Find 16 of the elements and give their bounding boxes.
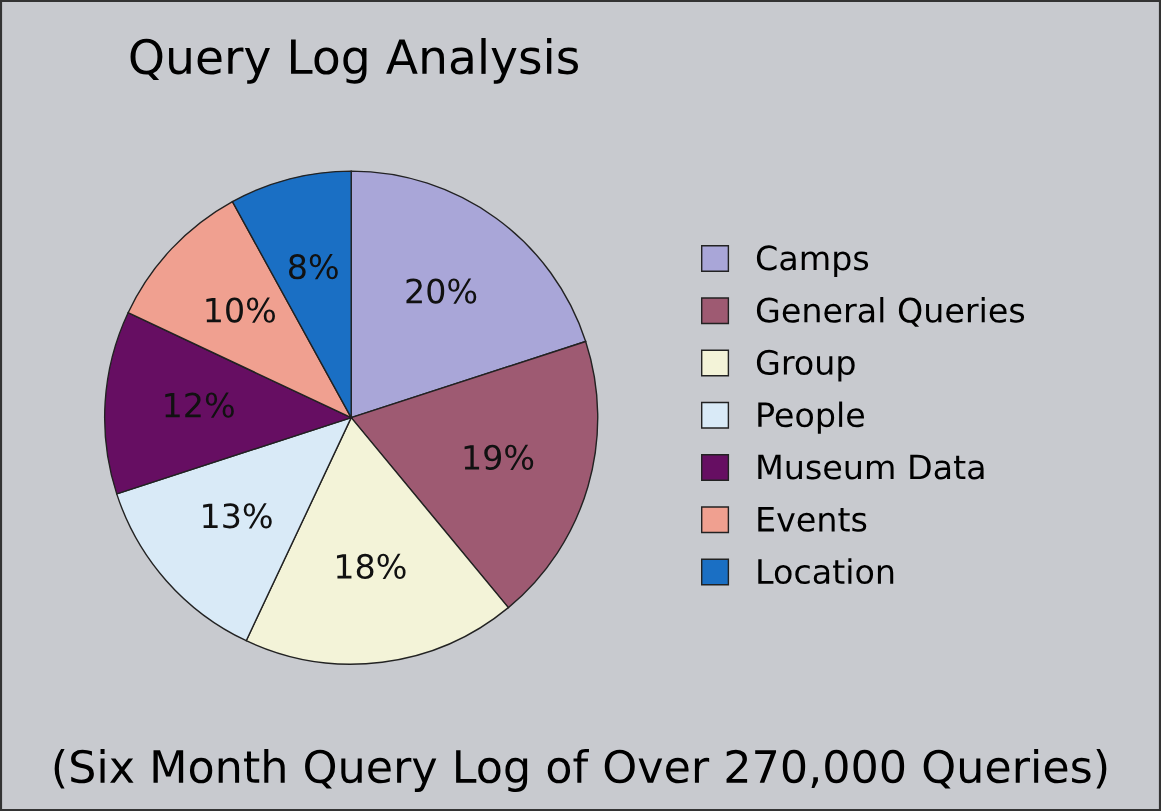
legend-label: Camps <box>756 245 869 278</box>
chart-title: Query Log Analysis <box>130 37 579 84</box>
legend-label: General Queries <box>756 297 1025 327</box>
text: (Six Month Query Log of Over 270,000 Queries) <box>54 748 1107 792</box>
data-label: 18% <box>336 553 406 579</box>
data-label: 13% <box>203 503 272 529</box>
legend-label: People <box>758 401 864 434</box>
data-label: 8% <box>289 254 338 280</box>
data-label: 20% <box>406 278 477 304</box>
data-label: 10% <box>206 297 275 323</box>
legend-label: Museum Data <box>758 454 984 480</box>
legend-label: Location <box>758 558 894 585</box>
data-label: 12% <box>165 392 234 418</box>
legend-label: Group <box>756 349 855 382</box>
data-label: 19% <box>464 444 534 470</box>
legend-label: Events <box>758 507 867 532</box>
